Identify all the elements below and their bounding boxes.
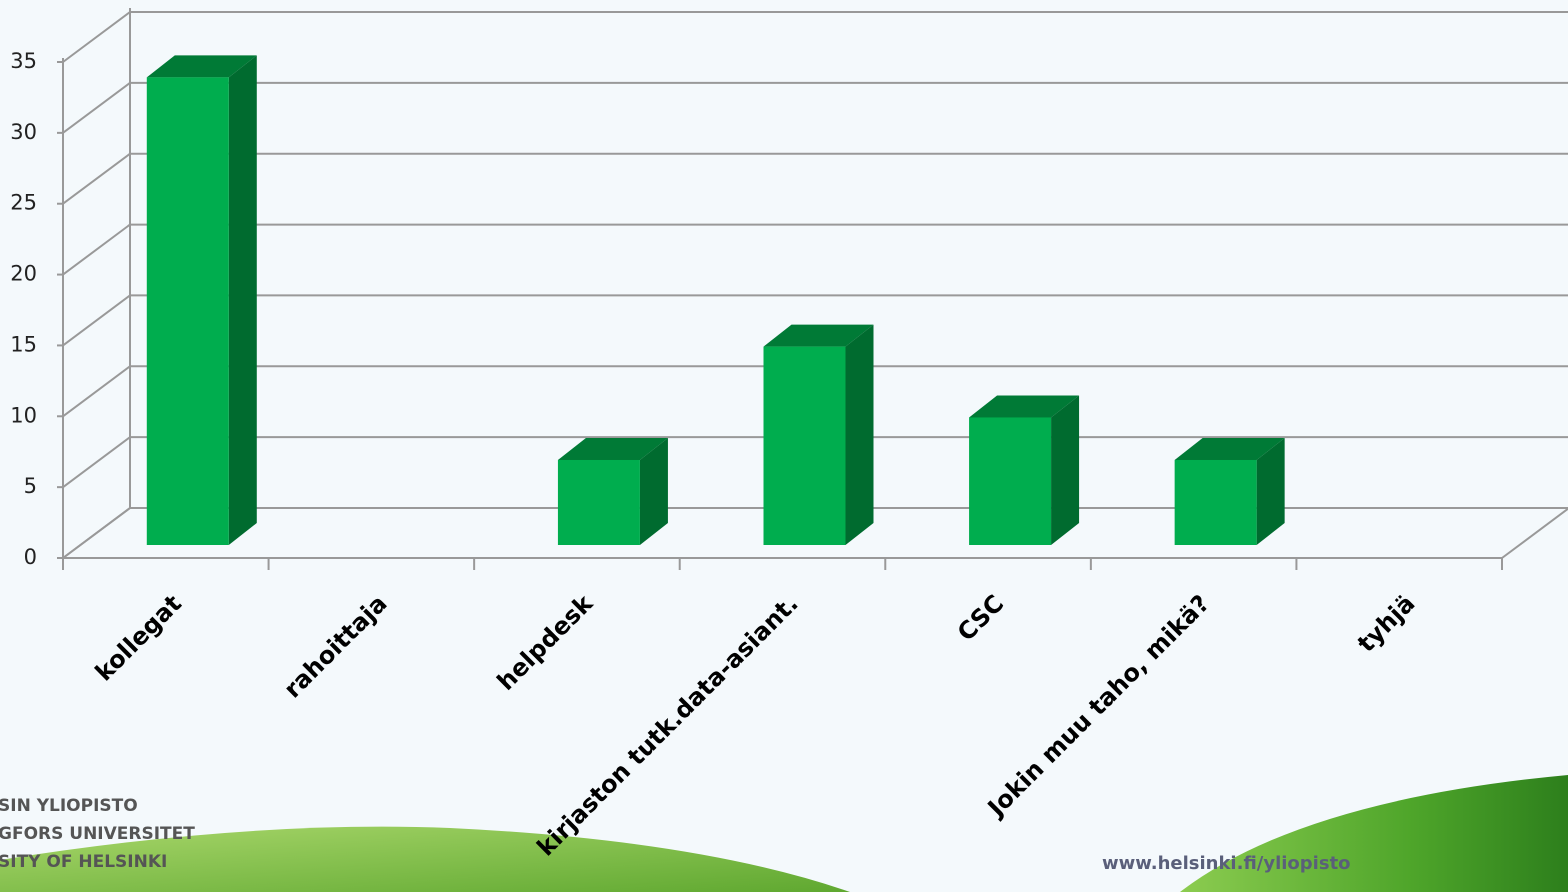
bar-side — [229, 55, 257, 545]
bar — [147, 77, 229, 545]
y-tick-label: 25 — [10, 191, 37, 215]
x-tick-label: rahoittaja — [278, 589, 392, 703]
y-tick-label: 35 — [10, 49, 37, 73]
y-tick-label: 0 — [24, 545, 37, 569]
y-tick-label: 20 — [10, 262, 37, 286]
url: www.helsinki.fi/yliopisto — [1102, 853, 1351, 874]
bar-side — [1051, 395, 1079, 545]
logo-line: SIN YLIOPISTO — [0, 796, 138, 816]
y-tick-label: 5 — [24, 474, 37, 498]
y-tick-label: 15 — [10, 332, 37, 356]
grid-line — [63, 225, 130, 275]
grid-line — [63, 154, 130, 204]
plot: 0 5 10 15 20 25 30 35 kollegat rahoittaja helpdesk… — [10, 8, 1568, 862]
bar — [558, 460, 640, 545]
grid-line — [63, 437, 130, 487]
x-tick-label: tyhjä — [1352, 589, 1420, 657]
grid-line — [63, 366, 130, 416]
grid-line — [63, 295, 130, 345]
grid-line — [63, 508, 130, 558]
bar — [1175, 460, 1257, 545]
logo-line: SITY OF HELSINKI — [0, 852, 167, 872]
bar — [764, 347, 846, 545]
bar — [969, 417, 1051, 545]
bar-side — [846, 325, 874, 545]
y-tick-label: 30 — [10, 120, 37, 144]
grid-line — [63, 83, 130, 133]
y-tick-label: 10 — [10, 403, 37, 427]
decor-hills — [0, 775, 1568, 892]
floor-edge — [1502, 508, 1568, 558]
slide: 0 5 10 15 20 25 30 35 kollegat rahoittaja helpdesk… — [0, 0, 1568, 892]
x-tick-label: Jokin muu taho, mikä? — [981, 589, 1215, 823]
logo-line: GFORS UNIVERSITET — [0, 824, 195, 844]
x-tick-label: helpdesk — [492, 589, 599, 696]
grid-line — [63, 12, 130, 62]
x-tick-label: CSC — [952, 589, 1009, 646]
x-tick-label: kollegat — [90, 589, 187, 686]
